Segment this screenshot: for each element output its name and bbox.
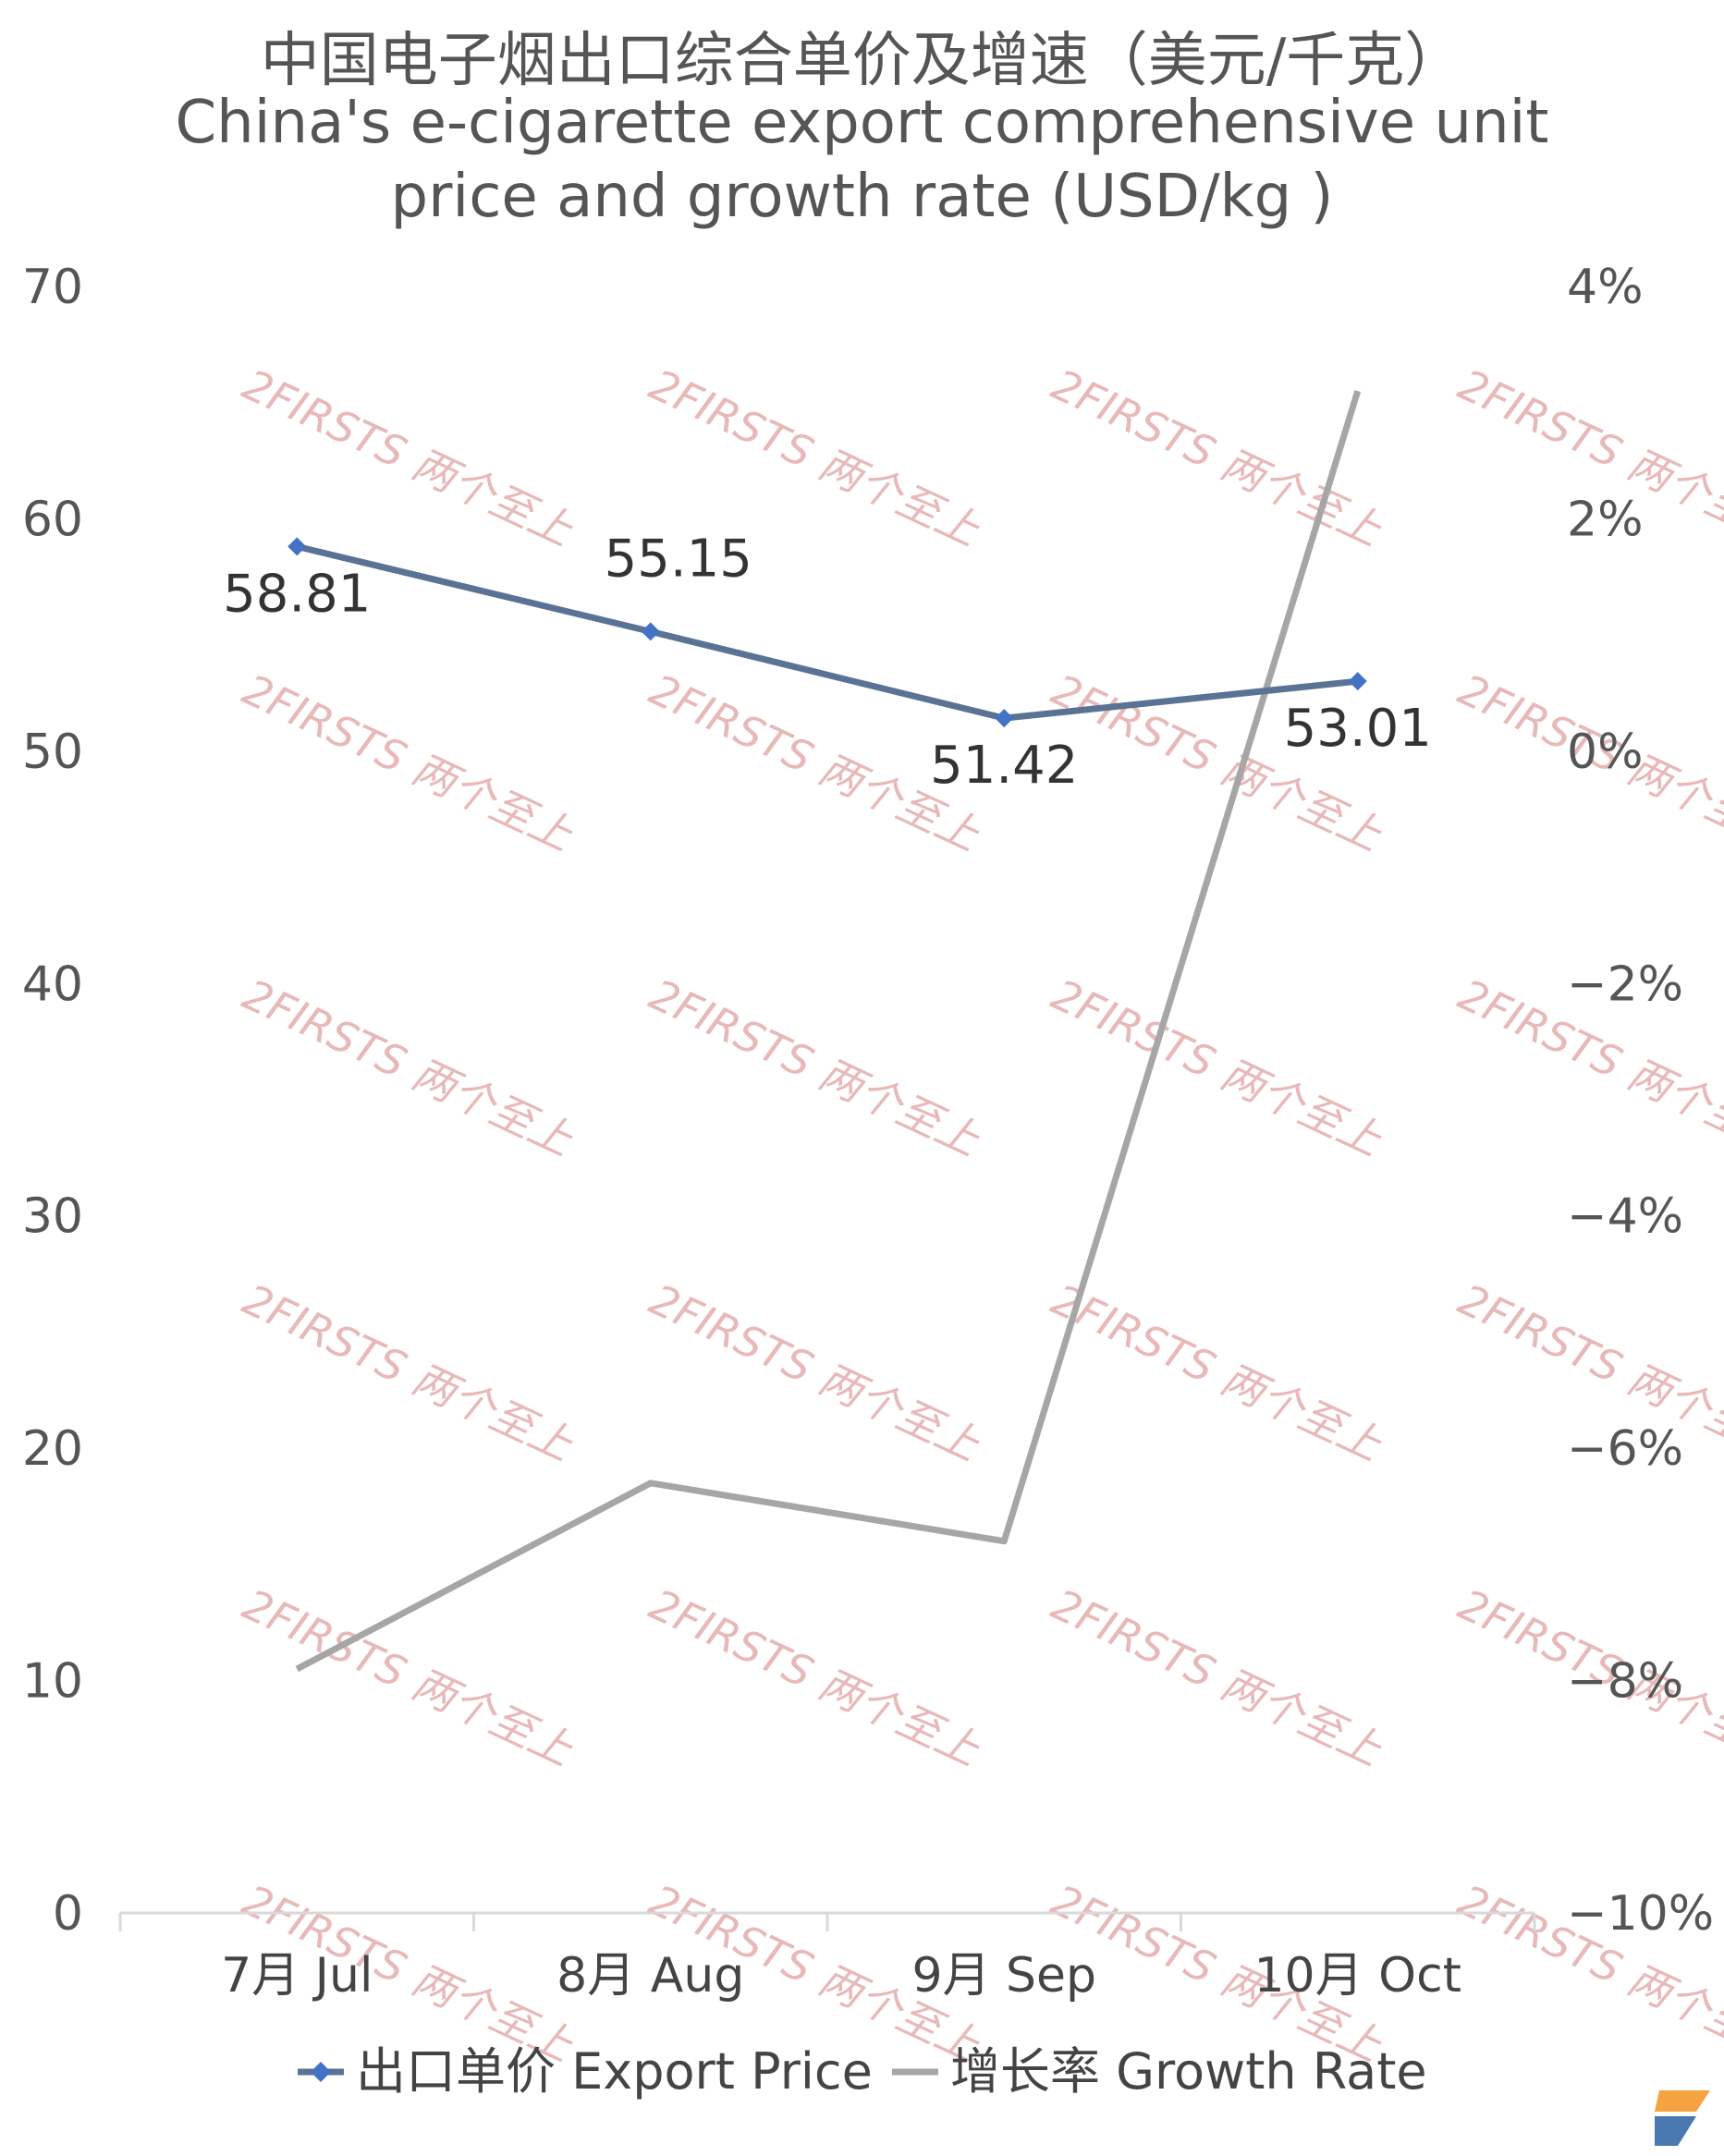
y-right-tick-label: −8% [1567, 1654, 1683, 1710]
axes-layer: 7月 Jul 8月 Aug 9月 Sep 10月 Oct 0 10 20 30 40 50 60 70… [22, 260, 1714, 2004]
data-label-export-price: 51.42 [930, 736, 1078, 796]
watermark-text: 2FIRSTS 两个至上 [1045, 1274, 1390, 1471]
watermark-mark: 2FIRSTS 两个至上 [1045, 969, 1390, 1166]
watermark-mark: 2FIRSTS 两个至上 [236, 1274, 581, 1471]
watermark-text: 2FIRSTS 两个至上 [236, 1274, 581, 1471]
y-left-tick-label: 0 [53, 1886, 83, 1942]
watermark-mark: 2FIRSTS 两个至上 [642, 1579, 988, 1776]
y-left-tick-label: 10 [22, 1654, 83, 1710]
watermark-text: 2FIRSTS 两个至上 [1045, 969, 1390, 1166]
watermark-mark: 2FIRSTS 两个至上 [642, 969, 988, 1166]
y-right-tick-label: −4% [1567, 1189, 1683, 1245]
data-label-export-price: 53.01 [1284, 699, 1432, 759]
y-left-tick-label: 70 [22, 260, 83, 315]
watermark-text: 2FIRSTS 两个至上 [1045, 1579, 1390, 1776]
x-tick-label: 7月 Jul [221, 1948, 373, 2004]
watermark-text: 2FIRSTS 两个至上 [642, 969, 988, 1166]
data-point-export-price [1348, 672, 1367, 691]
watermark-mark: 2FIRSTS 两个至上 [1045, 1274, 1390, 1471]
watermark-text: 2FIRSTS 两个至上 [236, 664, 581, 861]
watermark-text: 2FIRSTS 两个至上 [236, 359, 581, 556]
watermark-text: 2FIRSTS 两个至上 [642, 1274, 988, 1471]
y-right-tick-label: −6% [1567, 1421, 1683, 1477]
y-left-tick-label: 50 [22, 725, 83, 780]
data-point-export-price [995, 709, 1014, 728]
logo-shape-blue [1655, 2116, 1696, 2146]
data-label-export-price: 55.15 [605, 529, 752, 589]
x-tick-label: 10月 Oct [1253, 1948, 1461, 2004]
watermark-text: 2FIRSTS 两个至上 [236, 969, 581, 1166]
chart-subtitle-line2: price and growth rate (USD/kg ) [390, 163, 1334, 231]
data-label-export-price: 58.81 [223, 564, 371, 624]
y-right-tick-label: −10% [1567, 1886, 1714, 1942]
watermark-mark: 2FIRSTS 两个至上 [1045, 1579, 1390, 1776]
y-right-tick-label: 2% [1567, 492, 1644, 547]
y-right-tick-label: −2% [1567, 956, 1683, 1012]
y-left-tick-label: 40 [22, 956, 83, 1012]
chart-subtitle-line1: China's e-cigarette export comprehensive… [175, 89, 1549, 157]
watermark-text: 2FIRSTS 两个至上 [642, 1579, 988, 1776]
y-right-tick-label: 0% [1567, 725, 1644, 780]
y-left-tick-label: 30 [22, 1189, 83, 1245]
legend: 出口单价 Export Price 增长率 Growth Rate [298, 2042, 1427, 2101]
watermark-mark: 2FIRSTS 两个至上 [236, 359, 581, 556]
data-point-export-price [641, 622, 660, 641]
watermark-layer: 2FIRSTS 两个至上 2FIRSTS 两个至上 2FIRSTS 两个至上 2FIR… [236, 359, 1724, 2072]
y-left-tick-label: 20 [22, 1421, 83, 1477]
watermark-mark: 2FIRSTS 两个至上 [236, 664, 581, 861]
legend-marker-export-price [311, 2062, 331, 2082]
chart-title: 中国电子烟出口综合单价及增速（美元/千克） [260, 27, 1464, 95]
data-labels-layer: 58.81 55.15 51.42 53.01 [223, 529, 1432, 796]
y-right-tick-label: 4% [1567, 260, 1644, 315]
series-line-export-price [296, 542, 1359, 722]
legend-label-growth-rate: 增长率 Growth Rate [950, 2042, 1427, 2101]
y-left-tick-label: 60 [22, 492, 83, 547]
series-layer [287, 390, 1367, 1673]
legend-label-export-price: 出口单价 Export Price [356, 2042, 873, 2101]
watermark-mark: 2FIRSTS 两个至上 [642, 1274, 988, 1471]
logo-shape-orange [1655, 2090, 1710, 2112]
watermark-text: 2FIRSTS 两个至上 [642, 359, 988, 556]
data-point-export-price [287, 537, 307, 556]
series-line-growth-rate [295, 390, 1362, 1673]
watermark-mark: 2FIRSTS 两个至上 [642, 359, 988, 556]
x-tick-label: 8月 Aug [556, 1948, 744, 2004]
x-tick-label: 9月 Sep [911, 1948, 1096, 2004]
brand-logo-icon [1655, 2090, 1710, 2146]
watermark-mark: 2FIRSTS 两个至上 [236, 969, 581, 1166]
